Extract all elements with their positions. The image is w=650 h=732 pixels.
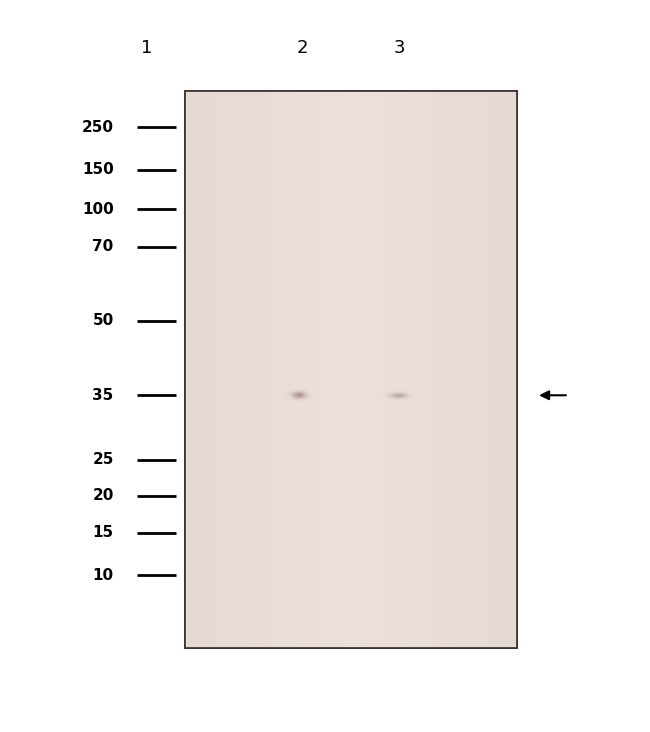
Text: 2: 2	[296, 39, 308, 56]
Bar	[185, 92, 517, 648]
Text: 20: 20	[92, 488, 114, 503]
Text: 150: 150	[82, 163, 114, 177]
Text: 50: 50	[92, 313, 114, 328]
Text: 1: 1	[140, 39, 152, 56]
Text: 3: 3	[394, 39, 406, 56]
Text: 70: 70	[92, 239, 114, 254]
Bar	[185, 92, 517, 648]
Text: 35: 35	[92, 388, 114, 403]
Text: 15: 15	[92, 526, 114, 540]
Text: 25: 25	[92, 452, 114, 467]
Text: 250: 250	[82, 120, 114, 135]
Text: 100: 100	[82, 202, 114, 217]
Text: 10: 10	[92, 568, 114, 583]
